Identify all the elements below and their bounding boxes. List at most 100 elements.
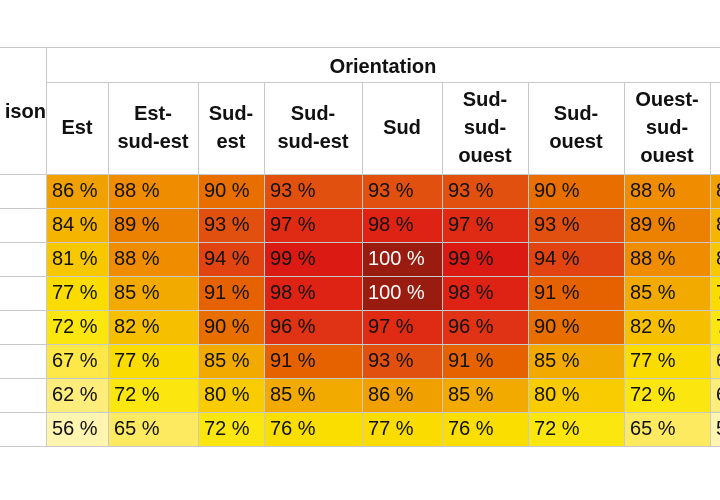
table-cell: 65 % (109, 413, 198, 446)
table-cell: 72 % (109, 379, 198, 412)
table-cell: 7 (711, 277, 720, 310)
table-cell: 67 % (47, 345, 108, 378)
table-cell: 90 % (529, 175, 624, 208)
table-cell: 85 % (199, 345, 264, 378)
table-cell: 8 (711, 243, 720, 276)
table-cell: 65 % (625, 413, 710, 446)
table-cell: 91 % (529, 277, 624, 310)
table-cell: 6 (711, 379, 720, 412)
column-header: Est- sud-est (117, 103, 189, 153)
row-rule (0, 276, 720, 277)
orientation-group-header: Orientation (329, 56, 437, 78)
table-cell: 90 % (529, 311, 624, 344)
table-cell: 56 % (47, 413, 108, 446)
table-cell: 82 % (109, 311, 198, 344)
table-cell: 94 % (199, 243, 264, 276)
table-cell: 99 % (443, 243, 528, 276)
table-cell: 6 (711, 345, 720, 378)
column-rule (108, 82, 109, 446)
table-cell: 81 % (47, 243, 108, 276)
table-cell: 96 % (265, 311, 362, 344)
table-cell: 85 % (443, 379, 528, 412)
table-cell: 84 % (47, 209, 108, 242)
table-cell: 94 % (529, 243, 624, 276)
table-cell: 93 % (363, 345, 442, 378)
table-cell: 89 % (625, 209, 710, 242)
table-cell: 98 % (443, 277, 528, 310)
table-cell: 8 (711, 175, 720, 208)
table-cell: 93 % (529, 209, 624, 242)
table-cell: 85 % (109, 277, 198, 310)
row-rule (0, 174, 720, 175)
table-cell: 89 % (109, 209, 198, 242)
table-cell: 97 % (443, 209, 528, 242)
table-cell: 91 % (443, 345, 528, 378)
table-cell: 77 % (109, 345, 198, 378)
table-cell: 93 % (265, 175, 362, 208)
table-cell: 91 % (265, 345, 362, 378)
column-header: Sud- ouest (549, 103, 603, 153)
row-rule (0, 310, 720, 311)
group-header-rule (46, 82, 720, 83)
table-cell: 98 % (265, 277, 362, 310)
row-header-label: ison (4, 101, 46, 123)
column-rule (528, 82, 529, 446)
table-cell: 97 % (363, 311, 442, 344)
column-header: Sud (383, 117, 421, 139)
table-cell: 80 % (529, 379, 624, 412)
table-top-rule (46, 47, 720, 48)
column-header: Sud- est (208, 103, 254, 153)
row-rule (0, 242, 720, 243)
column-rule (710, 82, 711, 446)
table-cell: 85 % (265, 379, 362, 412)
table-cell: 77 % (625, 345, 710, 378)
table-cell: 90 % (199, 175, 264, 208)
table-cell: 86 % (47, 175, 108, 208)
table-cell: 93 % (363, 175, 442, 208)
table-cell: 88 % (625, 243, 710, 276)
column-rule (362, 82, 363, 446)
table-cell: 85 % (625, 277, 710, 310)
table-cell: 93 % (443, 175, 528, 208)
table-cell: 86 % (363, 379, 442, 412)
table-cell: 98 % (363, 209, 442, 242)
table-cell: 96 % (443, 311, 528, 344)
table-cell: 72 % (625, 379, 710, 412)
table-cell: 72 % (47, 311, 108, 344)
column-rule (442, 82, 443, 446)
table-cell: 8 (711, 209, 720, 242)
column-rule (624, 82, 625, 446)
row-rule (0, 378, 720, 379)
row-rule (0, 344, 720, 345)
table-cell: 97 % (265, 209, 362, 242)
column-rule (198, 82, 199, 446)
table-cell: 72 % (199, 413, 264, 446)
table-cell: 93 % (199, 209, 264, 242)
row-rule (0, 208, 720, 209)
table-cell: 76 % (265, 413, 362, 446)
table-cell: 85 % (529, 345, 624, 378)
table-cell: 100 % (363, 277, 442, 310)
table-cell: 91 % (199, 277, 264, 310)
table-cell: 90 % (199, 311, 264, 344)
table-cell: 72 % (529, 413, 624, 446)
column-header: Sud- sud- ouest (458, 89, 512, 167)
table-cell: 99 % (265, 243, 362, 276)
table-cell: 7 (711, 311, 720, 344)
table-cell: 88 % (625, 175, 710, 208)
table-cell: 88 % (109, 175, 198, 208)
row-rule (0, 446, 720, 447)
column-header: Ouest- sud- ouest (635, 89, 699, 167)
row-header-top-rule (0, 47, 46, 48)
table-cell: 100 % (363, 243, 442, 276)
column-header: Est (61, 117, 93, 139)
table-cell: 80 % (199, 379, 264, 412)
table-cell: 77 % (47, 277, 108, 310)
column-header: Sud- sud-est (277, 103, 349, 153)
table-cell: 62 % (47, 379, 108, 412)
table-cell: 5 (711, 413, 720, 446)
table-cell: 77 % (363, 413, 442, 446)
row-header-rule (46, 47, 47, 446)
column-rule (264, 82, 265, 446)
